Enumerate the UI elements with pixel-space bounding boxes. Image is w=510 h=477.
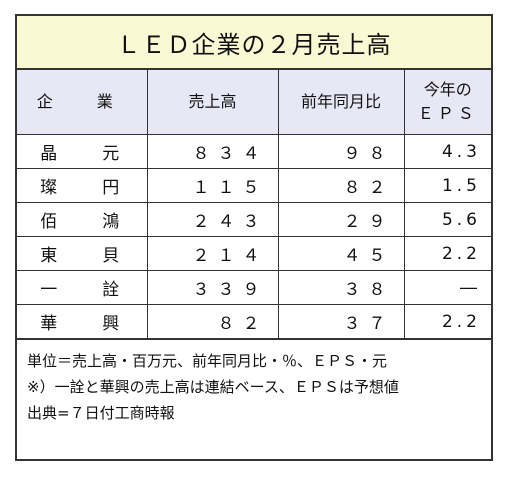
company-cell: 一 詮	[17, 270, 148, 305]
company-cell: 東 貝	[17, 236, 148, 271]
table-row: 東 貝 ２１４ ４５ 2.2	[17, 236, 491, 271]
header-eps: 今年の ＥＰＳ	[403, 69, 491, 135]
table-row: 璨 円 １１５ ８２ 1.5	[17, 168, 491, 203]
table-row: 一 詮 ３３９ ３８ ―	[17, 270, 491, 305]
sales-cell: ２１４	[146, 236, 279, 271]
sales-cell: ３３９	[146, 270, 279, 305]
table-row: 晶 元 ８３４ ９８ 4.3	[17, 134, 491, 169]
header-eps-line1: 今年の	[423, 80, 472, 99]
note-units: 単位＝売上高・百万元、前年同月比・％、ＥＰＳ・元	[27, 352, 388, 370]
header-yoy: 前年同月比	[277, 69, 405, 135]
header-sales: 売上高	[146, 69, 279, 135]
table-frame: ＬＥＤ企業の２月売上高 企 業 売上高 前年同月比 今年の ＥＰＳ 晶 元 ８３…	[15, 14, 493, 461]
yoy-cell: ３８	[277, 270, 405, 305]
note-basis: ※）一詮と華興の売上高は連結ベース、ＥＰＳは予想値	[27, 378, 399, 396]
table-row: 佰 鴻 ２４３ ２９ 5.6	[17, 202, 491, 237]
sales-cell: ２４３	[146, 202, 279, 237]
eps-cell: 4.3	[403, 134, 491, 169]
sales-cell: ８３４	[146, 134, 279, 169]
company-cell: 晶 元	[17, 134, 148, 169]
eps-cell: 2.2	[403, 236, 491, 271]
sales-cell: ８２	[146, 304, 279, 339]
yoy-cell: ４５	[277, 236, 405, 271]
header-eps-line2: ＥＰＳ	[417, 104, 478, 123]
eps-cell: 5.6	[403, 202, 491, 237]
table-title: ＬＥＤ企業の２月売上高	[17, 16, 491, 69]
footnotes: 単位＝売上高・百万元、前年同月比・％、ＥＰＳ・元 ※）一詮と華興の売上高は連結ベ…	[17, 339, 491, 426]
company-cell: 華 興	[17, 304, 148, 339]
yoy-cell: ８２	[277, 168, 405, 203]
yoy-cell: ９８	[277, 134, 405, 169]
company-cell: 佰 鴻	[17, 202, 148, 237]
header-row: 企 業 売上高 前年同月比 今年の ＥＰＳ	[17, 69, 491, 135]
sales-table: 企 業 売上高 前年同月比 今年の ＥＰＳ 晶 元 ８３４ ９８ 4.3 璨 円…	[17, 69, 491, 339]
table-row: 華 興 ８２ ３７ 2.2	[17, 304, 491, 339]
header-company: 企 業	[17, 69, 148, 135]
eps-cell: ―	[403, 270, 491, 305]
sales-cell: １１５	[146, 168, 279, 203]
eps-cell: 1.5	[403, 168, 491, 203]
yoy-cell: ３７	[277, 304, 405, 339]
eps-cell: 2.2	[403, 304, 491, 339]
note-source: 出典=７日付工商時報	[27, 404, 175, 422]
yoy-cell: ２９	[277, 202, 405, 237]
company-cell: 璨 円	[17, 168, 148, 203]
